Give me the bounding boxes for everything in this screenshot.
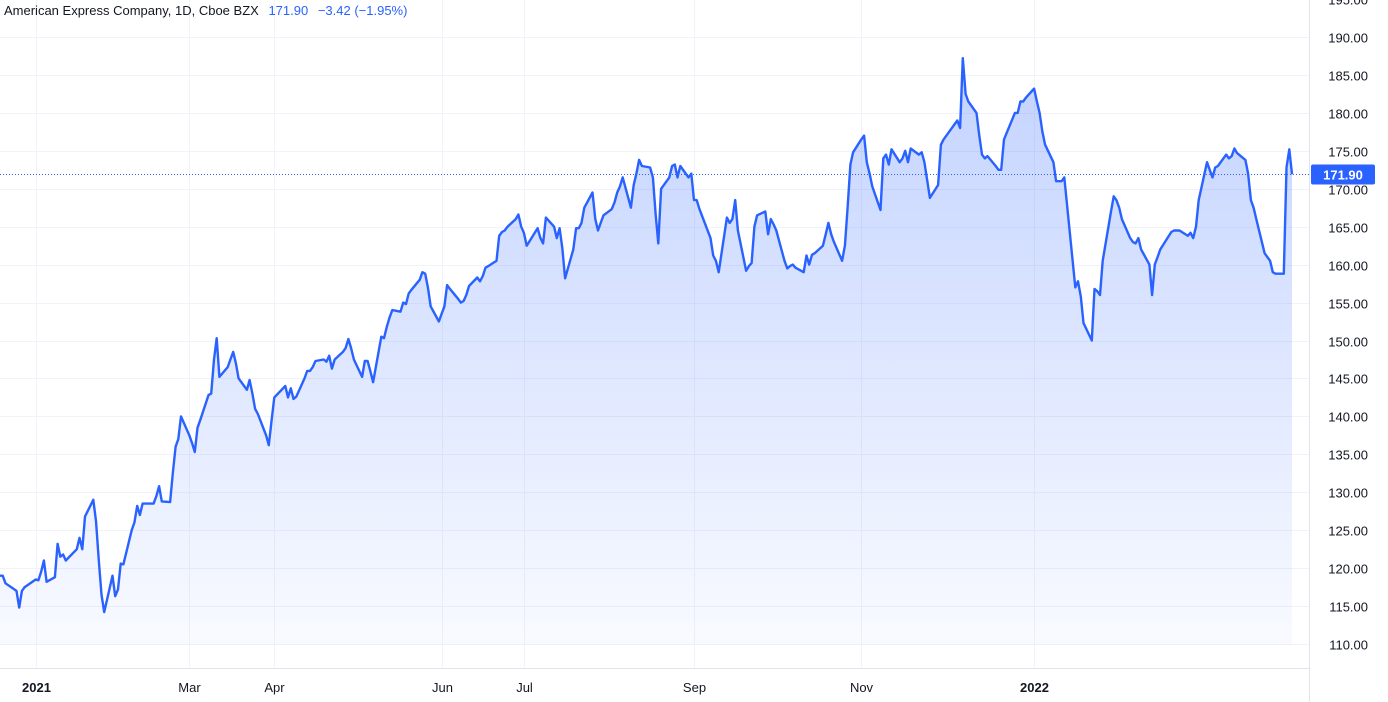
x-tick-label: 2021 <box>22 680 51 695</box>
y-tick-label: 115.00 <box>1329 600 1368 615</box>
chart-legend: American Express Company, 1D, Cboe BZX 1… <box>4 3 407 18</box>
x-tick-label: Jul <box>516 680 533 695</box>
y-tick-label: 160.00 <box>1328 259 1368 274</box>
x-tick-label: Apr <box>264 680 285 695</box>
x-tick-label: 2022 <box>1020 680 1049 695</box>
y-tick-label: 150.00 <box>1328 335 1368 350</box>
y-tick-label: 135.00 <box>1328 448 1368 463</box>
y-tick-label: 125.00 <box>1328 524 1368 539</box>
y-tick-label: 175.00 <box>1328 145 1368 160</box>
y-tick-label: 165.00 <box>1328 221 1368 236</box>
symbol-title: American Express Company, 1D, Cboe BZX <box>4 3 259 18</box>
y-tick-label: 185.00 <box>1328 69 1368 84</box>
price-line <box>0 57 1294 614</box>
y-tick-label: 155.00 <box>1328 297 1368 312</box>
x-tick-label: Nov <box>850 680 874 695</box>
y-tick-label: 180.00 <box>1328 107 1368 122</box>
last-price: 171.90 <box>268 3 309 18</box>
y-tick-label: 130.00 <box>1328 486 1368 501</box>
x-tick-label: Sep <box>683 680 706 695</box>
y-tick-label: 195.00 <box>1328 0 1368 8</box>
y-tick-label: 110.00 <box>1329 638 1368 653</box>
y-tick-label: 140.00 <box>1328 410 1368 425</box>
y-tick-label: 120.00 <box>1328 562 1368 577</box>
y-tick-label: 145.00 <box>1328 372 1368 387</box>
last-price-tag-label: 171.90 <box>1323 168 1363 183</box>
price-area-fill <box>0 58 1292 645</box>
price-axis[interactable]: 110.00 115.00 120.00 125.00 130.00 135.00 140.… <box>1328 0 1368 653</box>
last-price-tag: 171.90 <box>1311 164 1375 185</box>
price-change: −3.42 (−1.95%) <box>317 3 408 18</box>
x-tick-label: Jun <box>432 680 453 695</box>
y-tick-label: 190.00 <box>1328 31 1368 46</box>
time-axis[interactable]: 2021 Mar Apr Jun Jul Sep Nov 2022 <box>22 680 1049 695</box>
y-tick-label: 170.00 <box>1328 183 1368 198</box>
x-tick-label: Mar <box>178 680 201 695</box>
